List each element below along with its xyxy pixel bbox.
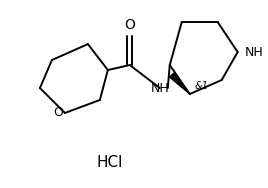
Polygon shape xyxy=(170,73,190,94)
Text: &1: &1 xyxy=(195,81,209,91)
Text: NH: NH xyxy=(245,45,263,58)
Text: NH: NH xyxy=(150,82,169,95)
Text: HCl: HCl xyxy=(97,155,123,170)
Text: O: O xyxy=(53,106,63,119)
Text: O: O xyxy=(124,18,135,32)
